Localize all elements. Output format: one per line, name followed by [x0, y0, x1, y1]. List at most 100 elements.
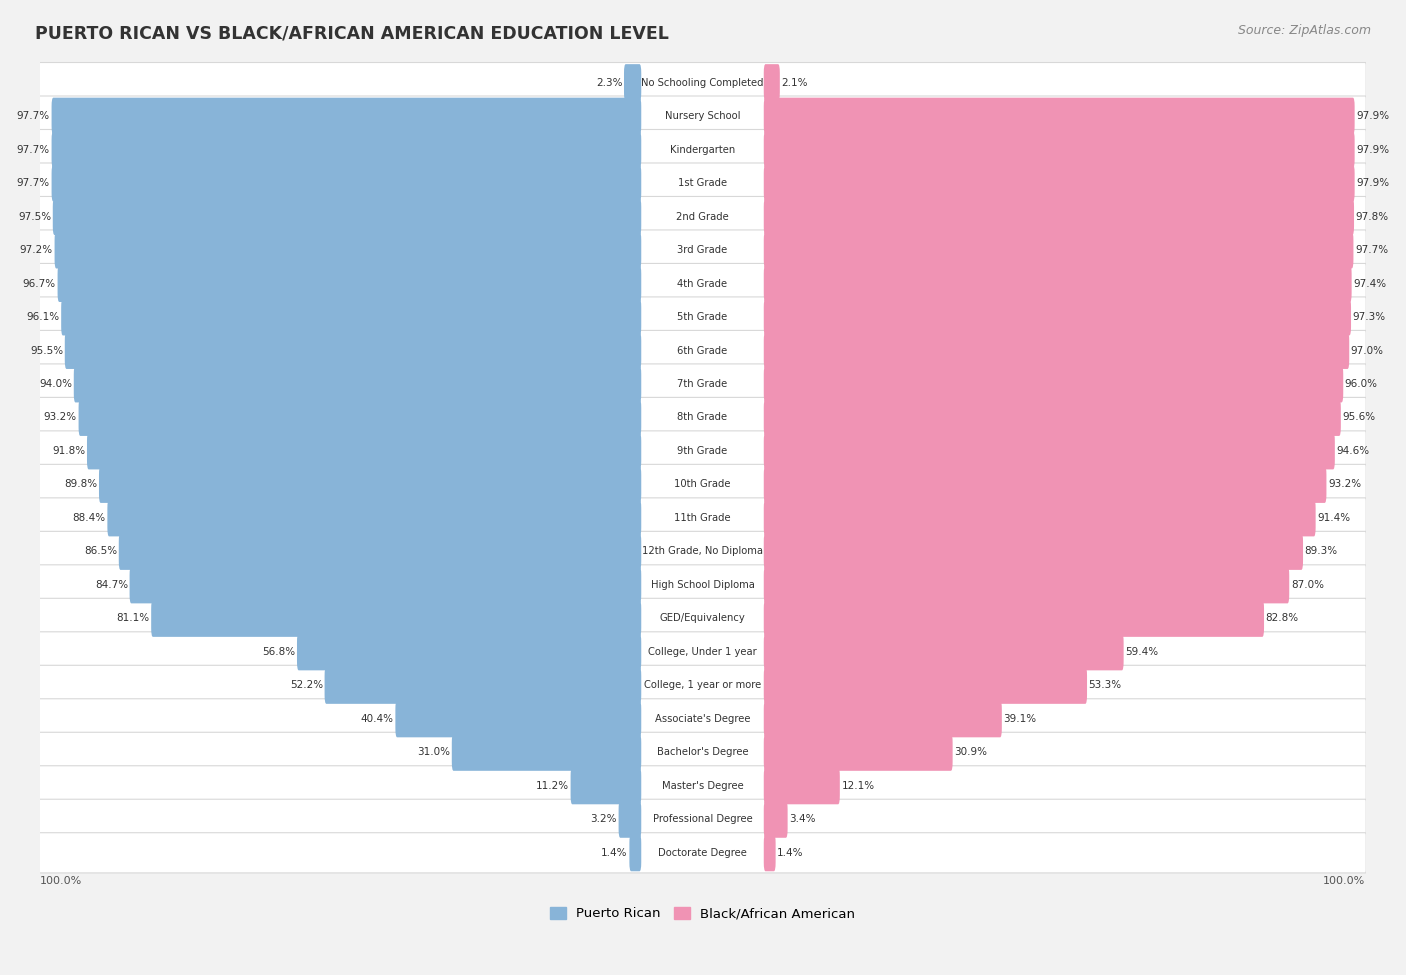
FancyBboxPatch shape: [763, 332, 1350, 369]
FancyBboxPatch shape: [52, 131, 641, 168]
FancyBboxPatch shape: [39, 398, 1367, 438]
FancyBboxPatch shape: [763, 835, 776, 872]
Text: 31.0%: 31.0%: [418, 748, 450, 758]
FancyBboxPatch shape: [39, 665, 1367, 706]
FancyBboxPatch shape: [87, 433, 641, 469]
FancyBboxPatch shape: [763, 198, 1354, 235]
Text: 39.1%: 39.1%: [1004, 714, 1036, 723]
Text: 5th Grade: 5th Grade: [678, 312, 728, 322]
Text: College, Under 1 year: College, Under 1 year: [648, 646, 756, 657]
FancyBboxPatch shape: [39, 364, 1367, 404]
FancyBboxPatch shape: [39, 297, 1367, 337]
Text: 91.8%: 91.8%: [52, 446, 86, 456]
FancyBboxPatch shape: [73, 366, 641, 403]
FancyBboxPatch shape: [39, 331, 1367, 370]
FancyBboxPatch shape: [763, 399, 1341, 436]
FancyBboxPatch shape: [52, 165, 641, 202]
Text: 100.0%: 100.0%: [1323, 877, 1365, 886]
Text: 12.1%: 12.1%: [841, 781, 875, 791]
Text: Source: ZipAtlas.com: Source: ZipAtlas.com: [1237, 24, 1371, 37]
FancyBboxPatch shape: [297, 634, 641, 671]
Text: 97.5%: 97.5%: [18, 212, 51, 221]
FancyBboxPatch shape: [62, 298, 641, 335]
Text: 89.8%: 89.8%: [65, 480, 97, 489]
FancyBboxPatch shape: [39, 765, 1367, 806]
Text: Associate's Degree: Associate's Degree: [655, 714, 751, 723]
Text: 4th Grade: 4th Grade: [678, 279, 727, 289]
FancyBboxPatch shape: [763, 98, 1354, 135]
Text: 93.2%: 93.2%: [44, 412, 77, 422]
FancyBboxPatch shape: [39, 230, 1367, 270]
FancyBboxPatch shape: [763, 131, 1354, 168]
FancyBboxPatch shape: [763, 634, 1123, 671]
FancyBboxPatch shape: [763, 499, 1316, 536]
Text: 3.4%: 3.4%: [789, 814, 815, 824]
FancyBboxPatch shape: [98, 466, 641, 503]
Text: 95.5%: 95.5%: [30, 345, 63, 356]
FancyBboxPatch shape: [763, 366, 1343, 403]
Text: 96.7%: 96.7%: [22, 279, 56, 289]
Text: High School Diploma: High School Diploma: [651, 580, 755, 590]
FancyBboxPatch shape: [39, 565, 1367, 605]
FancyBboxPatch shape: [39, 599, 1367, 639]
Text: 9th Grade: 9th Grade: [678, 446, 728, 456]
FancyBboxPatch shape: [395, 700, 641, 737]
Text: No Schooling Completed: No Schooling Completed: [641, 78, 763, 88]
FancyBboxPatch shape: [39, 732, 1367, 772]
FancyBboxPatch shape: [39, 632, 1367, 672]
FancyBboxPatch shape: [763, 265, 1351, 302]
FancyBboxPatch shape: [763, 165, 1354, 202]
Text: 7th Grade: 7th Grade: [678, 379, 728, 389]
Text: 53.3%: 53.3%: [1088, 681, 1122, 690]
Text: Master's Degree: Master's Degree: [662, 781, 744, 791]
Text: 11.2%: 11.2%: [536, 781, 569, 791]
FancyBboxPatch shape: [39, 62, 1367, 102]
FancyBboxPatch shape: [624, 64, 641, 101]
FancyBboxPatch shape: [619, 800, 641, 838]
Text: 8th Grade: 8th Grade: [678, 412, 727, 422]
Text: 82.8%: 82.8%: [1265, 613, 1299, 623]
FancyBboxPatch shape: [763, 667, 1087, 704]
FancyBboxPatch shape: [129, 566, 641, 604]
FancyBboxPatch shape: [58, 265, 641, 302]
Text: 3rd Grade: 3rd Grade: [678, 245, 728, 255]
FancyBboxPatch shape: [763, 600, 1264, 637]
FancyBboxPatch shape: [630, 835, 641, 872]
Text: College, 1 year or more: College, 1 year or more: [644, 681, 761, 690]
FancyBboxPatch shape: [39, 464, 1367, 504]
FancyBboxPatch shape: [763, 232, 1354, 268]
Text: 97.7%: 97.7%: [1355, 245, 1388, 255]
Legend: Puerto Rican, Black/African American: Puerto Rican, Black/African American: [544, 902, 860, 925]
Text: 97.4%: 97.4%: [1353, 279, 1386, 289]
FancyBboxPatch shape: [79, 399, 641, 436]
Text: 12th Grade, No Diploma: 12th Grade, No Diploma: [643, 546, 763, 557]
Text: 97.7%: 97.7%: [17, 111, 51, 121]
FancyBboxPatch shape: [763, 64, 780, 101]
Text: 30.9%: 30.9%: [955, 748, 987, 758]
FancyBboxPatch shape: [39, 833, 1367, 873]
FancyBboxPatch shape: [53, 198, 641, 235]
Text: 100.0%: 100.0%: [39, 877, 82, 886]
FancyBboxPatch shape: [107, 499, 641, 536]
Text: Nursery School: Nursery School: [665, 111, 740, 121]
FancyBboxPatch shape: [39, 197, 1367, 237]
Text: 95.6%: 95.6%: [1343, 412, 1375, 422]
Text: 97.7%: 97.7%: [17, 178, 51, 188]
Text: 1.4%: 1.4%: [602, 848, 628, 858]
Text: 40.4%: 40.4%: [361, 714, 394, 723]
Text: GED/Equivalency: GED/Equivalency: [659, 613, 745, 623]
FancyBboxPatch shape: [39, 431, 1367, 471]
FancyBboxPatch shape: [571, 767, 641, 804]
FancyBboxPatch shape: [763, 533, 1303, 569]
Text: 94.6%: 94.6%: [1337, 446, 1369, 456]
Text: 3.2%: 3.2%: [591, 814, 617, 824]
Text: 88.4%: 88.4%: [73, 513, 105, 523]
Text: 52.2%: 52.2%: [290, 681, 323, 690]
Text: 86.5%: 86.5%: [84, 546, 117, 557]
Text: 91.4%: 91.4%: [1317, 513, 1350, 523]
FancyBboxPatch shape: [39, 531, 1367, 571]
FancyBboxPatch shape: [763, 700, 1002, 737]
Text: 84.7%: 84.7%: [94, 580, 128, 590]
Text: 97.3%: 97.3%: [1353, 312, 1386, 322]
Text: 93.2%: 93.2%: [1329, 480, 1361, 489]
